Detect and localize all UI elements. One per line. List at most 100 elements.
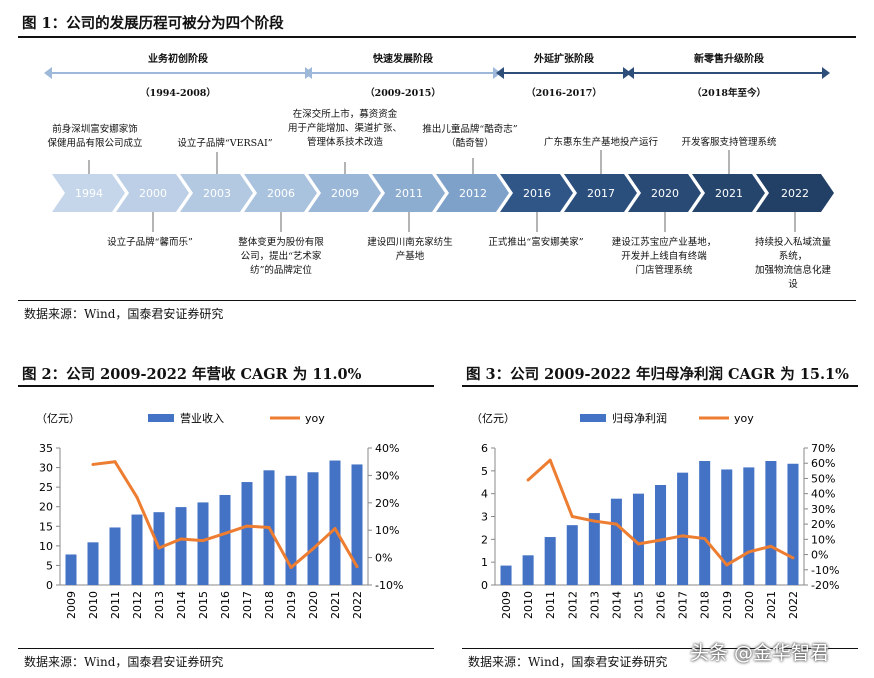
left-tick-label: 5 [481,465,488,478]
x-tick-label: 2022 [351,591,364,619]
yoy-point [311,547,315,551]
year-label: 2021 [715,187,743,200]
figure1-title: 图 1：公司的发展历程可被分为四个阶段 [22,15,284,32]
phase-label: 快速发展阶段 [373,54,433,65]
bar [743,467,755,585]
event-below: 设立子品牌“馨而乐” [107,237,193,248]
x-tick-label: 2015 [632,591,645,619]
yoy-point [157,546,161,550]
x-tick-label: 2012 [566,591,579,619]
right-tick-label: 60% [811,457,835,470]
phase-arrow-4 [626,67,830,79]
bar [285,475,297,585]
figure3-bottom-rule [462,648,858,649]
legend-bar-label: 营业收入 [180,411,224,425]
chevron-2000 [116,174,189,212]
right-tick-label: -10% [811,564,839,577]
x-tick-label: 2021 [329,591,342,619]
yoy-point [791,556,795,560]
left-tick-label: 6 [481,442,488,455]
yoy-point [333,527,337,531]
bar [522,555,534,585]
x-tick-label: 2016 [219,591,232,619]
yoy-point [355,565,359,569]
year-label: 1994 [75,187,103,200]
chevron-2022 [756,174,834,212]
x-tick-label: 2015 [197,591,210,619]
x-tick-label: 2020 [307,591,320,619]
event-above: 广东惠东生产基地投产运行 [543,137,659,148]
x-tick-label: 2013 [153,591,166,619]
yoy-point [201,539,205,543]
left-tick-label: 3 [481,511,488,524]
legend-bar-label: 归母净利润 [612,411,667,425]
bar [109,527,121,585]
year-label: 2017 [587,187,615,200]
left-tick-label: 1 [481,556,488,569]
phase-label: 新零售升级阶段 [694,54,764,65]
figure2-bottom-rule [18,648,434,649]
left-tick-label: 2 [481,533,488,546]
right-tick-label: 40% [375,442,399,455]
figure2-title: 图 2：公司 2009-2022 年营收 CAGR 为 11.0% [22,366,362,383]
figure3-title: 图 3：公司 2009-2022 年归母净利润 CAGR 为 15.1% [466,366,849,383]
event-connectors [88,150,796,232]
right-tick-label: 10% [375,524,399,537]
bar [197,502,209,585]
phase-arrow-2 [304,67,501,79]
bar [241,482,253,585]
figure3-top-rule [462,385,858,387]
event-below: 整体变更为股份有限 公司，提出“艺术家 纺”的品牌定位 [238,237,324,276]
legend-line-label: yoy [734,412,754,425]
revenue-chart: （亿元） 营业收入 yoy 0 5 10 15 20 25 30 35 -10% 0% 10% 20% 30%… [36,411,403,619]
bar [566,525,578,585]
x-tick-label: 2021 [765,591,778,619]
chevron-2006 [244,174,317,212]
bar [351,464,363,585]
phase-label: 外延扩张阶段 [534,54,594,65]
bar [219,494,231,585]
x-tick-label: 2014 [175,591,188,619]
year-label: 2022 [781,187,809,200]
phase-arrow-1 [44,67,313,79]
bar [329,460,341,585]
x-tick-label: 2010 [87,591,100,619]
legend-line-label: yoy [305,412,325,425]
bar [544,537,556,585]
bar [655,484,667,585]
chevron-2017 [564,174,637,212]
chevron-2020 [628,174,701,212]
year-label: 2006 [267,187,295,200]
right-tick-label: 50% [811,472,835,485]
right-tick-label: 30% [375,469,399,482]
x-tick-label: 2009 [65,591,78,619]
yoy-point [267,525,271,529]
bar [87,542,99,585]
x-tick-label: 2011 [109,591,122,619]
unit-label: （亿元） [471,412,515,425]
left-tick-label: 15 [39,520,53,533]
right-tick-label: -20% [811,579,839,592]
bar [721,469,733,585]
chevron-1994 [52,174,125,212]
watermark: 头条 @金华智君 [690,642,830,664]
yoy-point [526,478,530,482]
right-tick-label: 0% [375,552,392,565]
figure2-source: 数据来源：Wind，国泰君安证券研究 [24,655,224,669]
figure3-source: 数据来源：Wind，国泰君安证券研究 [468,655,668,669]
bar [610,498,622,585]
yoy-point [570,515,574,518]
yoy-point [548,458,552,462]
year-label: 2012 [459,187,487,200]
right-tick-label: 70% [811,442,835,455]
x-tick-label: 2018 [699,591,712,619]
event-below: 持续投入私域流量系统， 加强物流信息化建设 [754,237,831,290]
right-tick-label: 20% [375,497,399,510]
right-tick-label: 10% [811,533,835,546]
x-tick-label: 2022 [787,591,800,619]
phase-period: （2018年至今） [692,88,766,99]
event-above: 前身深圳富安娜家饰 保健用品有限公司成立 [47,124,143,149]
figure1-bottom-rule [18,300,856,301]
x-tick-label: 2013 [588,591,601,619]
event-below: 建设江苏宝应产业基地， 开发并上线自有终端 门店管理系统 [611,237,717,276]
